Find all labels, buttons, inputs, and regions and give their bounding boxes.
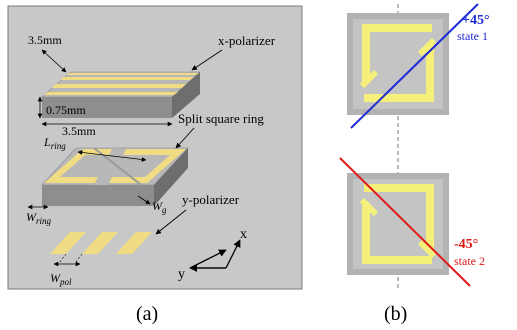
L-ring-line — [77, 150, 147, 162]
y-polarizer — [50, 232, 152, 254]
split-ring-pointer — [175, 127, 195, 149]
y-polarizer-strip — [50, 232, 86, 254]
y-polarizer-pointer — [155, 209, 187, 235]
y-polarizer-strip — [116, 232, 152, 254]
axis-x-line — [225, 239, 241, 269]
dim-thickness-label: 0.75mm — [46, 103, 86, 117]
x-polarizer-strip — [52, 84, 186, 88]
state2-line — [339, 157, 471, 287]
W-pol-guide — [75, 253, 83, 263]
state2-label: state 2 — [454, 254, 485, 268]
state1-label: state 1 — [457, 29, 488, 43]
W-pol-guide — [59, 253, 67, 263]
W-g-symbol: Wg — [152, 199, 167, 215]
x-polarizer-strip — [60, 77, 194, 80]
panel-b: +45° state 1 -45° state 2 (b) — [339, 3, 490, 325]
caption-b: (b) — [384, 303, 407, 325]
panel-a: 3.5mm 0.75mm 3.5mm x-polarizer Split squ… — [7, 5, 303, 325]
dim-bottom-label: 3.5mm — [62, 124, 96, 138]
W-g-line — [137, 195, 151, 205]
y-polarizer-label: y-polarizer — [182, 192, 240, 207]
state1-line — [350, 3, 479, 129]
axis-x-label: x — [240, 227, 247, 242]
state1-angle: +45° — [462, 13, 490, 28]
state1-unit — [347, 3, 479, 129]
caption-a: (a) — [136, 303, 158, 325]
dim-top-line — [41, 49, 67, 73]
W-pol-symbol: Wpol — [50, 271, 72, 287]
state1-ring — [362, 24, 432, 86]
split-ring-metal — [44, 149, 186, 183]
dim-top-label: 3.5mm — [28, 33, 62, 47]
x-polarizer-strip — [66, 73, 199, 75]
L-ring-symbol: Lring — [43, 135, 66, 151]
x-polarizer-strip — [44, 92, 178, 95]
x-polarizer-pointer — [191, 49, 223, 71]
split-ring-block — [41, 147, 189, 206]
y-polarizer-strip — [82, 232, 118, 254]
state2-angle: -45° — [454, 237, 478, 252]
W-ring-symbol: Wring — [26, 210, 52, 226]
x-polarizer-block — [41, 71, 201, 118]
axis-y-label: y — [178, 267, 185, 282]
state2-unit — [339, 157, 471, 287]
split-ring-label: Split square ring — [178, 111, 264, 126]
x-polarizer-label: x-polarizer — [218, 33, 276, 48]
